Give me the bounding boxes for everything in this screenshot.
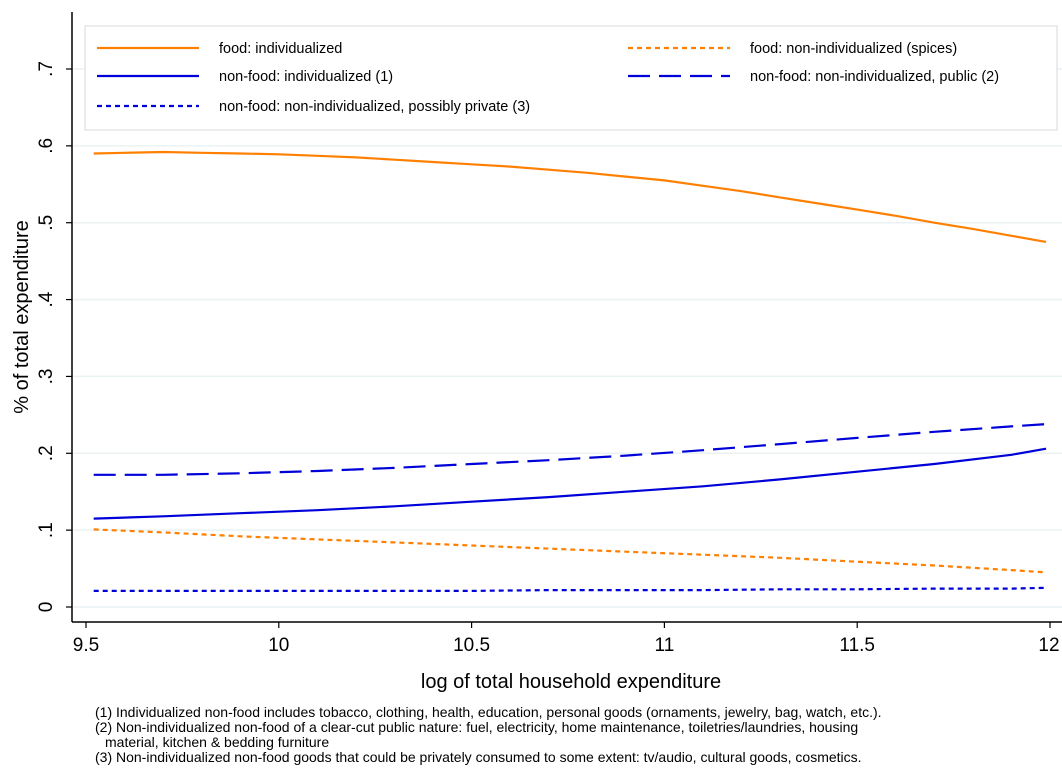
y-tick-label: .3 (36, 368, 57, 384)
legend-label: non-food: individualized (1) (219, 69, 393, 85)
y-tick-label: 0 (36, 602, 57, 613)
footnote-3: (3) Non-individualized non-food goods th… (95, 749, 862, 765)
y-axis-label: % of total expenditure (11, 220, 33, 413)
legend-box (84, 25, 1058, 131)
legend-label: non-food: non-individualized, possibly p… (219, 99, 530, 115)
y-tick-label: .6 (36, 138, 57, 154)
gridlines (73, 68, 1062, 608)
x-tick-label: 11 (655, 635, 675, 656)
footnotes: (1) Individualized non-food includes tob… (95, 705, 1055, 765)
footnote-2-continued: material, kitchen & bedding furniture (105, 734, 330, 750)
y-axis-ticks: 0 .1 .2 .3 .4 .5 .6 .7 (36, 61, 72, 612)
footnote-1: (1) Individualized non-food includes tob… (95, 704, 882, 720)
series-line (93, 447, 1047, 520)
x-axis-label: log of total household expenditure (421, 671, 721, 693)
x-tick-label: 9.5 (73, 635, 99, 656)
footnote-2: (2) Non-individualized non-food of a cle… (95, 719, 859, 735)
legend-label: food: individualized (219, 41, 342, 57)
y-tick-label: .1 (36, 522, 57, 538)
legend-label: non-food: non-individualized, public (2) (750, 69, 999, 85)
x-tick-label: 12 (1038, 635, 1059, 656)
axes (71, 12, 1062, 623)
x-tick-label: 11.5 (839, 635, 875, 656)
expenditure-share-chart: 0 .1 .2 .3 .4 .5 .6 .7 9.5 10 10.5 11 11.5 12 log of… (11, 12, 1062, 693)
series-line (93, 528, 1047, 574)
y-tick-label: .2 (36, 445, 57, 461)
x-tick-label: 10 (268, 635, 289, 656)
y-tick-label: .4 (36, 291, 57, 307)
series-line (93, 150, 1047, 243)
series-line (93, 586, 1047, 593)
legend-label: food: non-individualized (spices) (750, 41, 957, 57)
y-tick-label: .7 (36, 61, 57, 77)
legend: food: individualized food: non-individual… (84, 25, 1058, 131)
series-line (93, 423, 1047, 476)
y-tick-label: .5 (36, 215, 57, 231)
x-axis-ticks: 9.5 10 10.5 11 11.5 12 (73, 622, 1060, 656)
series-lines (93, 150, 1047, 593)
x-tick-label: 10.5 (453, 635, 490, 656)
